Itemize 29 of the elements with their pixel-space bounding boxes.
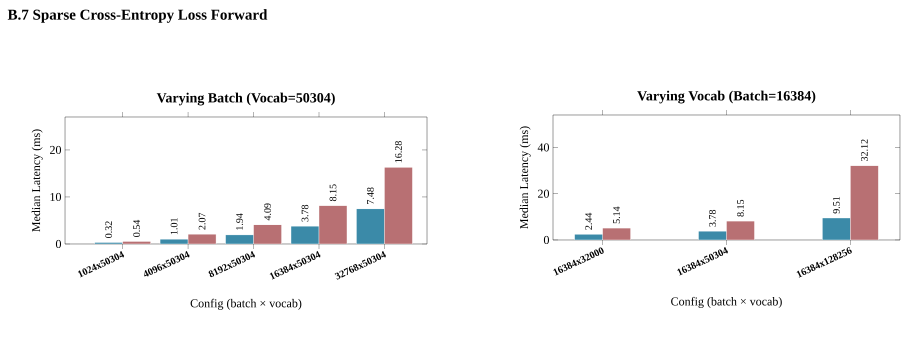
data-label: 9.51: [833, 196, 840, 214]
y-tick-label: 20: [50, 146, 62, 154]
y-tick-label: 0: [544, 236, 550, 244]
data-label: 4.09: [264, 203, 271, 220]
y-tick-label: 0: [56, 240, 62, 248]
data-label: 1.01: [170, 218, 178, 234]
x-axis-title: Config (batch × vocab): [671, 296, 782, 308]
data-label: 2.44: [585, 212, 592, 230]
y-tick-label: 20: [538, 190, 550, 198]
data-label: 32.12: [861, 139, 868, 161]
y-axis-title: Median Latency (ms): [520, 126, 531, 229]
text: B.7 Sparse Cross-Entropy Loss Forward: [8, 9, 268, 23]
data-label: 2.07: [198, 212, 206, 230]
data-label: 0.32: [105, 221, 112, 238]
data-label: 16.28: [395, 141, 402, 162]
y-tick-label: 10: [50, 192, 62, 201]
y-tick-label: 40: [538, 143, 550, 152]
data-label: 7.48: [367, 187, 374, 204]
data-label: 8.15: [737, 200, 744, 217]
data-label: 5.14: [613, 206, 620, 224]
data-label: 3.78: [302, 204, 308, 222]
y-axis-title: Median Latency (ms): [32, 129, 43, 232]
data-label: 1.94: [236, 213, 243, 230]
data-label: 0.54: [133, 220, 140, 237]
data-label: 8.15: [330, 184, 336, 202]
chart-title: Varying Vocab (Batch=16384): [637, 90, 816, 104]
x-axis-title: Config (batch × vocab): [190, 298, 302, 310]
data-label: 3.78: [709, 210, 716, 227]
chart-title: Varying Batch (Vocab=50304): [156, 92, 335, 106]
